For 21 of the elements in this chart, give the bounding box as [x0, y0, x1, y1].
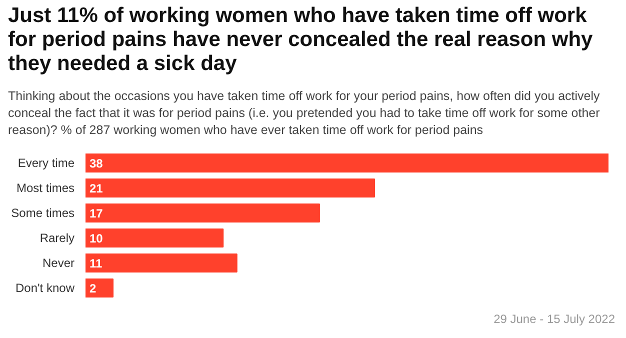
data-label: 17 — [90, 206, 104, 220]
y-tick-label: Every time — [18, 156, 75, 170]
y-tick-label: Don't know — [16, 281, 75, 295]
bar — [86, 278, 114, 298]
chart-subtitle: Thinking about the occasions you have taken time off work for your period pains, how often did you actively conceal the fact that it was for period pains (i.e. you pretended you had to take time off work for some other reason)? % of 287 working women who have ever taken time off work for period pains — [8, 88, 601, 139]
bar — [86, 204, 320, 222]
y-tick-label: Some times — [11, 206, 75, 220]
bar — [86, 254, 238, 272]
bar — [86, 228, 224, 248]
bar — [86, 154, 608, 172]
data-label: 11 — [90, 256, 103, 270]
data-label: 2 — [90, 282, 96, 296]
data-label: 38 — [90, 156, 104, 170]
y-tick-label: Rarely — [40, 231, 75, 245]
chart-title: Just 11% of working women who have taken time off work for period pains have never concealed the real reason why they needed a sick day — [8, 4, 594, 76]
data-label: 10 — [90, 232, 104, 246]
y-tick-label: Never — [42, 256, 75, 270]
data-label: 21 — [90, 182, 104, 196]
text: 29 June - 15 July 2022 — [494, 311, 615, 328]
bar — [86, 178, 376, 198]
y-tick-label: Most times — [16, 181, 75, 195]
